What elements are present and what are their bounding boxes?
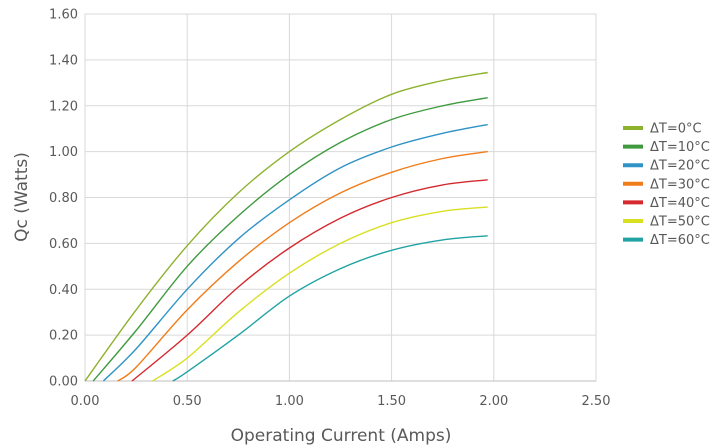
legend-label-4: ΔT=30°C bbox=[650, 177, 710, 192]
x-axis-title: Operating Current (Amps) bbox=[231, 426, 452, 446]
plot-area-border bbox=[84, 13, 597, 382]
legend-label-2: ΔT=10°C bbox=[650, 140, 710, 155]
series-line-3 bbox=[102, 123, 488, 382]
series-line-7 bbox=[172, 235, 488, 382]
y-tick-label: 0.20 bbox=[49, 329, 78, 344]
legend-label-5: ΔT=40°C bbox=[650, 196, 710, 211]
x-tick-label: 1.50 bbox=[377, 394, 406, 409]
y-axis-title: Qc (Watts) bbox=[12, 152, 32, 242]
y-tick-label: 0.60 bbox=[49, 237, 78, 252]
y-tick-label: 1.60 bbox=[49, 8, 78, 23]
series-line-2 bbox=[92, 97, 488, 382]
legend-label-3: ΔT=20°C bbox=[650, 159, 710, 174]
x-tick-label: 0.50 bbox=[173, 394, 202, 409]
x-tick-label: 2.50 bbox=[582, 394, 611, 409]
legend-label-7: ΔT=60°C bbox=[650, 233, 710, 248]
y-tick-label: 0.00 bbox=[49, 375, 78, 390]
y-tick-label: 0.80 bbox=[49, 191, 78, 206]
y-tick-label: 1.20 bbox=[49, 99, 78, 114]
legend-label-6: ΔT=50°C bbox=[650, 215, 710, 230]
x-tick-label: 2.00 bbox=[479, 394, 508, 409]
x-axis-ticks: 0.00 0.50 1.00 1.50 2.00 2.50 bbox=[71, 394, 611, 409]
y-axis-ticks: 0.00 0.20 0.40 0.60 0.80 1.00 1.20 1.40 1.60 bbox=[49, 8, 78, 390]
y-tick-label: 1.40 bbox=[49, 53, 78, 68]
series-line-1 bbox=[84, 71, 488, 382]
y-tick-label: 1.00 bbox=[49, 145, 78, 160]
legend-label-1: ΔT=0°C bbox=[650, 122, 702, 137]
legend: ΔT=0°C ΔT=10°C ΔT=20°C ΔT=30°C ΔT=40°C ΔT=50°… bbox=[623, 122, 710, 248]
series-lines bbox=[84, 71, 488, 382]
gridlines bbox=[84, 13, 597, 382]
series-line-5 bbox=[131, 179, 488, 382]
x-tick-label: 1.00 bbox=[275, 394, 304, 409]
series-line-6 bbox=[152, 206, 488, 382]
series-line-4 bbox=[117, 150, 488, 382]
y-tick-label: 0.40 bbox=[49, 283, 78, 298]
x-tick-label: 0.00 bbox=[71, 394, 100, 409]
